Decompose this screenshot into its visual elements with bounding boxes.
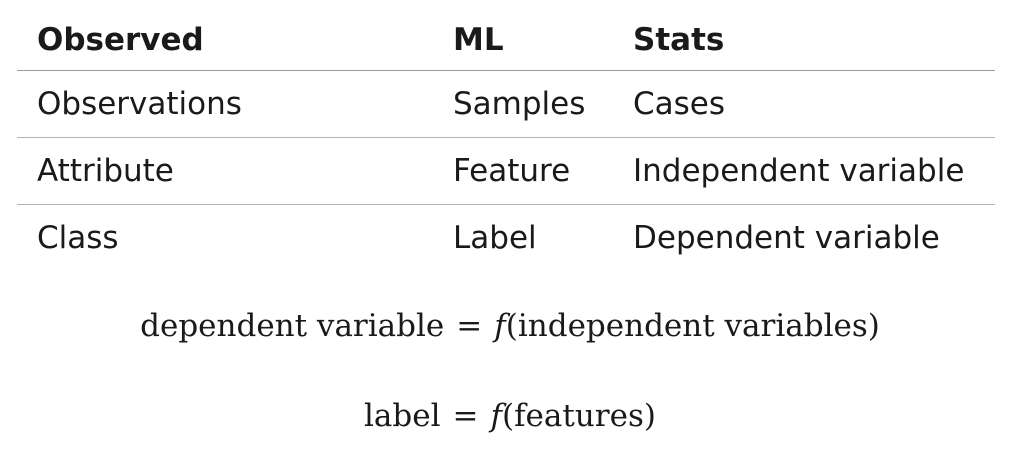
table-cell: Observations: [17, 70, 433, 138]
formula-open-paren: (: [505, 308, 518, 344]
table-row: Class Label Dependent variable: [17, 205, 995, 272]
table-row: Attribute Feature Independent variable: [17, 137, 995, 205]
table-cell: Attribute: [17, 137, 433, 205]
column-header-ml: ML: [433, 10, 613, 71]
table-header-row: Observed ML Stats: [17, 10, 995, 71]
formula-equals: =: [452, 398, 479, 434]
table-cell: Feature: [433, 137, 613, 205]
table-cell: Cases: [613, 70, 995, 138]
table-cell: Class: [37, 220, 119, 256]
formula-close-paren: ): [867, 308, 880, 344]
formula-function: f: [494, 308, 506, 344]
table-cell: Samples: [433, 70, 613, 138]
formula-argument: independent variables: [517, 308, 868, 344]
table-cell: Dependent variable: [633, 220, 940, 256]
table-row: Observations Samples Cases: [17, 70, 995, 138]
formula-argument: features: [514, 398, 644, 434]
formula-label: label = f(features): [0, 398, 1020, 434]
formula-close-paren: ): [643, 398, 656, 434]
formula-lhs: label: [363, 398, 441, 434]
table-cell: Independent variable: [613, 137, 995, 205]
formula-lhs: dependent variable: [140, 308, 445, 344]
column-header-observed: Observed: [17, 10, 433, 71]
terminology-table: Observed ML Stats Observations Samples C…: [17, 10, 995, 271]
formula-function: f: [490, 398, 502, 434]
column-header-stats: Stats: [613, 10, 995, 71]
terminology-table-container: Observed ML Stats Observations Samples C…: [17, 10, 995, 271]
formula-open-paren: (: [501, 398, 515, 434]
table-cell: Label: [453, 220, 537, 256]
formula-equals: =: [456, 308, 483, 344]
formula-dependent-variable: dependent variable = f(independent variabl…: [0, 308, 1020, 344]
